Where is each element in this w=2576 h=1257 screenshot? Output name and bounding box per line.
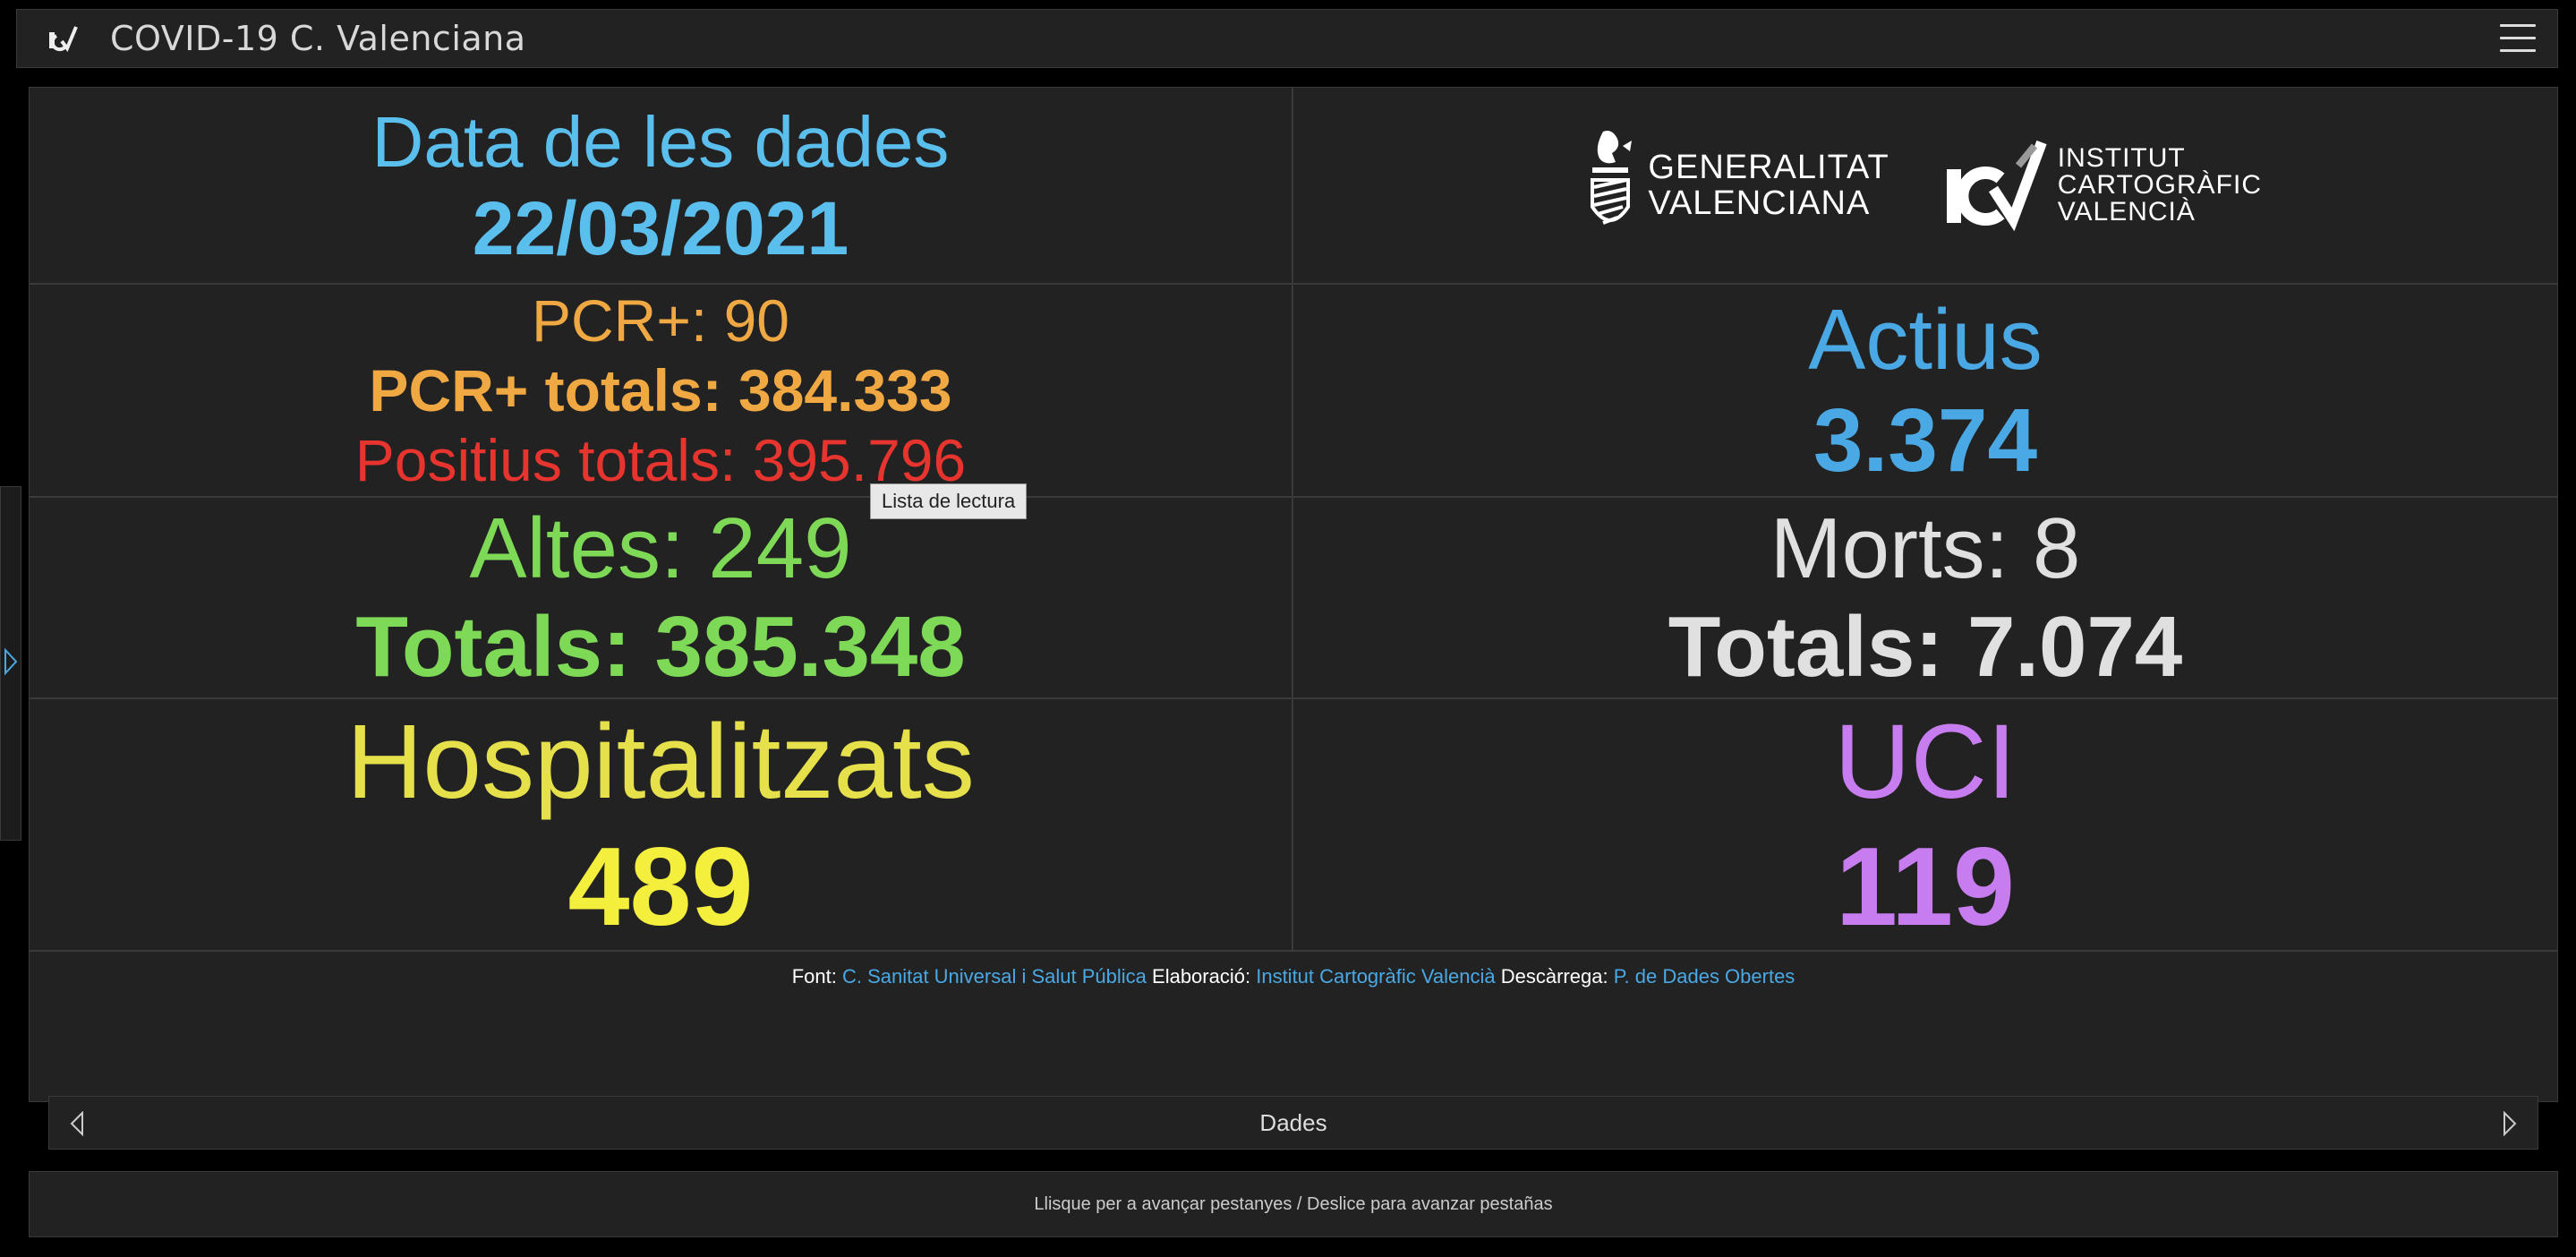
data-date-cell: Data de les dades 22/03/2021 — [30, 88, 1293, 285]
dashboard-widget: Data de les dades 22/03/2021 GENERALITAT… — [29, 87, 2558, 1102]
hospitalitzats-label: Hospitalitzats — [346, 703, 975, 821]
icv-logo-icon — [47, 22, 80, 55]
icv-logo: INSTITUT CARTOGRÀFIC VALENCIÀ — [1943, 139, 2262, 232]
logos-cell: GENERALITAT VALENCIANA INSTITUT CARTOGRÀ… — [1293, 88, 2557, 285]
gva-line2: VALENCIANA — [1648, 184, 1871, 222]
next-tab-icon[interactable] — [2502, 1111, 2518, 1136]
gva-line1: GENERALITAT — [1648, 149, 1889, 186]
expand-right-icon[interactable] — [3, 646, 19, 677]
uci-cell: UCI 119 — [1293, 699, 2557, 952]
morts-cell: Morts: 8 Totals: 7.074 — [1293, 498, 2557, 699]
swipe-hint: Llisque per a avançar pestanyes / Deslic… — [29, 1171, 2558, 1237]
descarrega-link[interactable]: P. de Dades Obertes — [1613, 965, 1796, 988]
elaboracio-label: Elaboració: — [1152, 965, 1251, 988]
elaboracio-link[interactable]: Institut Cartogràfic Valencià — [1256, 965, 1496, 988]
icv-emblem-icon — [1946, 140, 2047, 232]
icv-text: INSTITUT CARTOGRÀFIC VALENCIÀ — [2058, 145, 2262, 226]
morts-total: Totals: 7.074 — [1668, 598, 2183, 695]
actius-value: 3.374 — [1813, 390, 2038, 491]
pcr-cell: PCR+: 90 PCR+ totals: 384.333 Positius t… — [30, 285, 1293, 498]
font-label: Font: — [791, 965, 837, 988]
morts-daily: Morts: 8 — [1770, 500, 2081, 596]
hospitalitzats-value: 489 — [567, 825, 754, 949]
hamburger-menu-icon[interactable] — [2500, 24, 2536, 55]
icv-line2: CARTOGRÀFIC — [2057, 170, 2262, 200]
generalitat-emblem-icon — [1591, 131, 1633, 225]
data-date-value: 22/03/2021 — [472, 186, 849, 270]
pcr-daily: PCR+: 90 — [532, 287, 789, 354]
stats-grid: Data de les dades 22/03/2021 GENERALITAT… — [30, 88, 2557, 952]
positius-total: Positius totals: 395.796 — [354, 427, 967, 493]
uci-value: 119 — [1835, 825, 2016, 949]
icv-line3: VALENCIÀ — [2057, 197, 2196, 227]
app-header: COVID-19 C. Valenciana — [16, 9, 2558, 68]
uci-label: UCI — [1834, 703, 2017, 821]
data-date-label: Data de les dades — [371, 102, 950, 182]
hospitalitzats-cell: Hospitalitzats 489 — [30, 699, 1293, 952]
previous-tab-icon[interactable] — [69, 1111, 85, 1136]
tab-dades[interactable]: Dades — [1259, 1108, 1327, 1136]
icv-line1: INSTITUT — [2057, 143, 2186, 173]
actius-label: Actius — [1808, 292, 2043, 388]
source-footer: Font: C. Sanitat Universal i Salut Públi… — [30, 965, 2557, 988]
altes-daily: Altes: 249 — [469, 500, 852, 596]
altes-total: Totals: 385.348 — [355, 598, 966, 695]
generalitat-text: GENERALITAT VALENCIANA — [1648, 150, 1889, 221]
tab-bar: Dades — [48, 1096, 2538, 1150]
generalitat-logo: GENERALITAT VALENCIANA — [1587, 128, 1889, 243]
reading-list-tooltip: Lista de lectura — [870, 483, 1028, 519]
side-panel-toggle[interactable] — [0, 486, 21, 841]
app-title: COVID-19 C. Valenciana — [110, 19, 526, 58]
actius-cell: Actius 3.374 — [1293, 285, 2557, 498]
altes-cell: Altes: 249 Totals: 385.348 — [30, 498, 1293, 699]
font-link[interactable]: C. Sanitat Universal i Salut Pública — [841, 965, 1147, 988]
pcr-total: PCR+ totals: 384.333 — [369, 357, 952, 423]
descarrega-label: Descàrrega: — [1500, 965, 1608, 988]
